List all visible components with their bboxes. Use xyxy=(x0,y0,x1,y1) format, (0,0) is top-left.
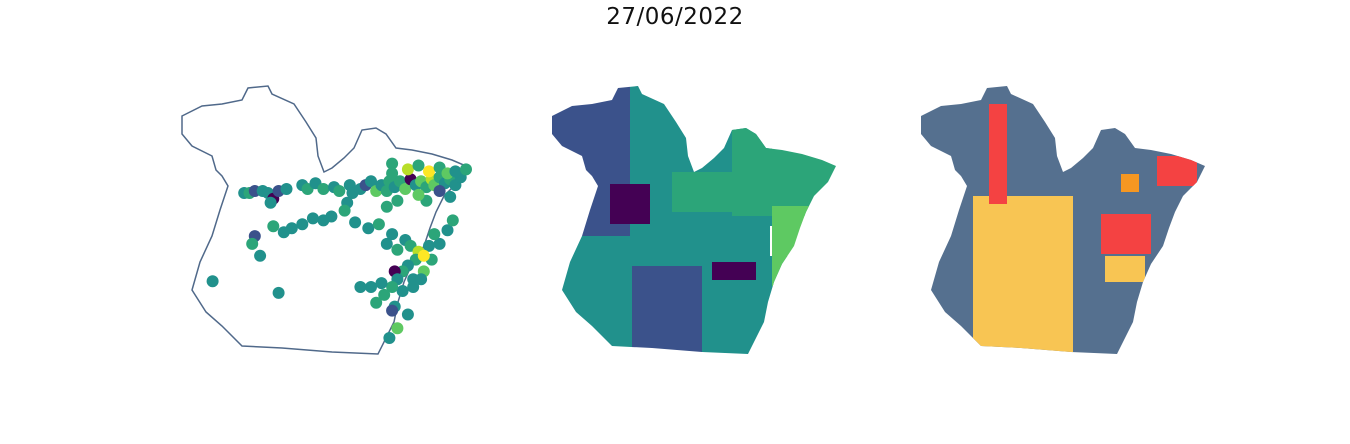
map-point xyxy=(417,249,430,262)
map-point xyxy=(415,273,428,286)
map-point xyxy=(365,281,377,293)
map-point xyxy=(354,281,367,293)
map-point xyxy=(401,163,414,176)
map-point xyxy=(267,220,280,233)
figure-title: 27/06/2022 xyxy=(606,4,744,30)
choropleth-region xyxy=(610,184,650,224)
map-point xyxy=(206,275,219,288)
map-point xyxy=(317,183,330,195)
map-point xyxy=(365,175,377,188)
map-point xyxy=(391,194,404,207)
map-point xyxy=(412,188,425,201)
map-point xyxy=(391,243,404,256)
map-point xyxy=(433,185,446,197)
map-point xyxy=(399,183,412,195)
map-point xyxy=(386,157,399,170)
map-point xyxy=(386,281,399,293)
map-point xyxy=(386,304,399,317)
map-point xyxy=(383,332,396,344)
choropleth-region xyxy=(632,266,702,354)
map-point xyxy=(296,218,309,231)
map-point xyxy=(277,226,290,239)
map-point xyxy=(441,224,454,237)
categorical-region xyxy=(1105,256,1145,282)
map-point xyxy=(412,159,425,172)
map-point xyxy=(349,216,362,229)
map-point xyxy=(378,288,391,301)
map-point xyxy=(280,183,293,195)
map-point xyxy=(380,237,393,250)
map-point xyxy=(391,322,404,335)
map-point xyxy=(246,237,259,250)
map-point xyxy=(444,190,457,203)
choropleth-region xyxy=(712,262,756,280)
map-point xyxy=(370,296,383,309)
map-point xyxy=(272,286,285,299)
map-point xyxy=(423,239,435,252)
map-point xyxy=(396,285,409,297)
map-point xyxy=(338,204,351,217)
categorical-region xyxy=(1121,174,1139,192)
categorical-regions xyxy=(921,86,1205,354)
map-point xyxy=(380,200,393,213)
categorical-region xyxy=(1157,156,1197,186)
map-point xyxy=(306,212,319,225)
categorical-region xyxy=(989,104,1007,204)
outline-path xyxy=(181,85,468,355)
map-point xyxy=(433,237,446,250)
map-point xyxy=(446,214,459,227)
map-point xyxy=(375,277,388,290)
map-point xyxy=(264,196,277,209)
map-point xyxy=(386,228,399,241)
categorical-region xyxy=(973,196,1073,354)
map-point xyxy=(372,218,385,231)
choropleth-region xyxy=(672,172,732,212)
map-point xyxy=(362,222,375,235)
map-point xyxy=(333,185,346,197)
state-outline xyxy=(181,85,468,355)
map-point xyxy=(401,308,414,321)
points-layer xyxy=(206,157,472,344)
categorical-region xyxy=(1101,214,1151,254)
map-point xyxy=(423,165,435,178)
map-point xyxy=(460,163,472,176)
map-point xyxy=(317,214,330,227)
map-point xyxy=(254,249,267,262)
map-point xyxy=(386,167,399,180)
map-point xyxy=(428,228,441,241)
map-point xyxy=(449,165,462,178)
map-point xyxy=(407,281,420,293)
